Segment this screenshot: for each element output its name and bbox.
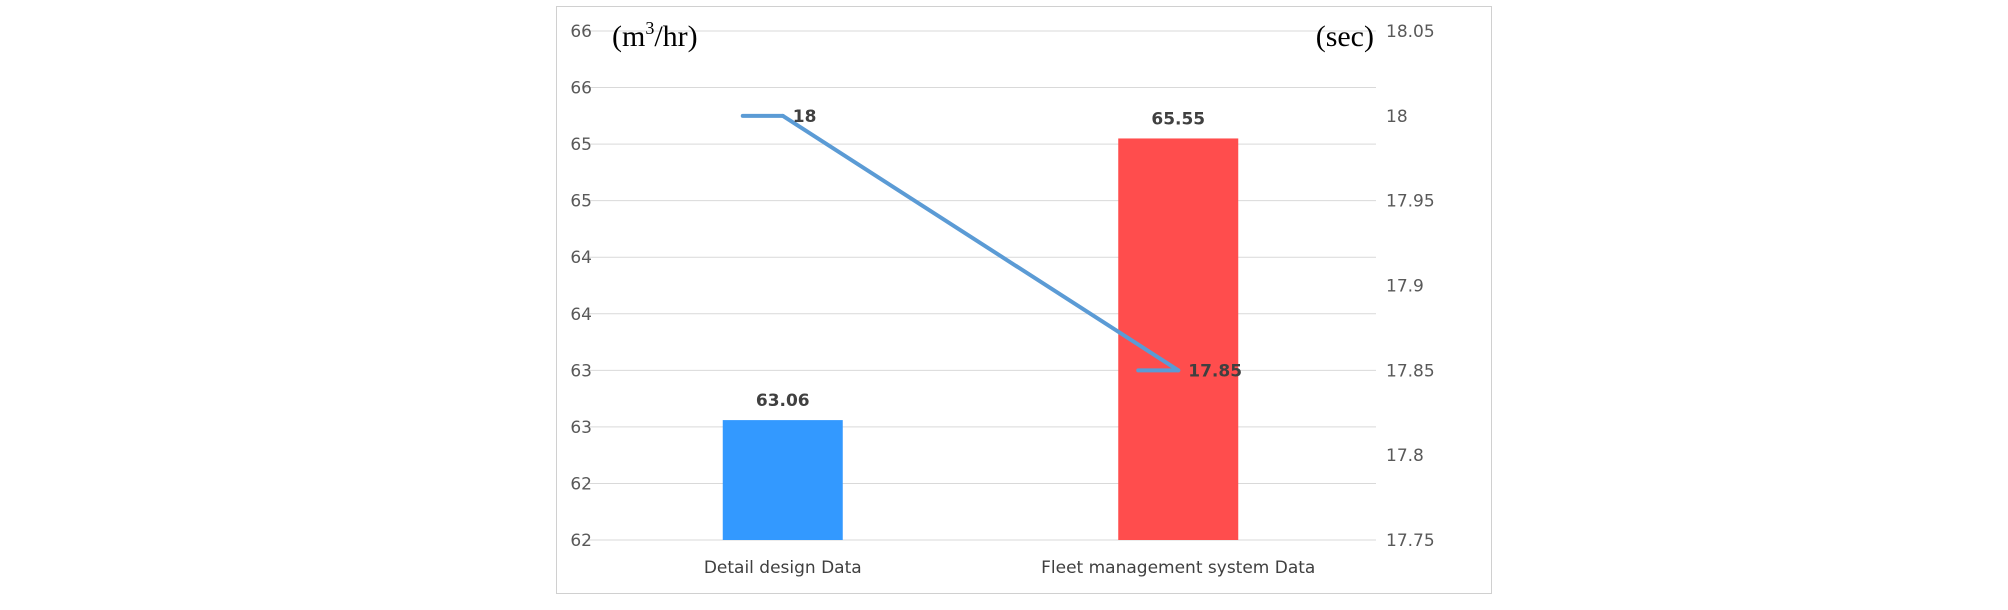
category-label: Detail design Data — [704, 558, 862, 578]
left-axis-ticks: 62 62 63 63 64 64 65 65 66 66 — [570, 22, 592, 551]
left-axis-tick-label: 66 — [570, 79, 592, 99]
line-path — [740, 113, 1181, 373]
left-axis-tick-label: 63 — [570, 361, 592, 381]
bar-value-label: 65.55 — [1151, 109, 1205, 129]
left-axis-tick-label: 64 — [570, 248, 592, 268]
right-axis-tick-label: 18 — [1386, 107, 1408, 127]
gridlines — [585, 30, 1376, 541]
bar — [722, 420, 843, 540]
bar-series — [722, 138, 1239, 540]
left-axis-tick-label: 64 — [570, 305, 592, 325]
left-axis-tick-label: 62 — [570, 474, 592, 494]
left-axis-tick-label: 66 — [570, 22, 592, 42]
left-axis-tick-label: 65 — [570, 192, 592, 212]
left-axis-tick-label: 63 — [570, 418, 592, 438]
right-axis-tick-label: 17.75 — [1386, 531, 1435, 551]
line-point — [1176, 368, 1181, 373]
category-label: Fleet management system Data — [1041, 558, 1315, 578]
right-axis-tick-label: 17.9 — [1386, 277, 1424, 297]
left-axis-tick-label: 65 — [570, 135, 592, 155]
line-point — [780, 113, 785, 118]
category-labels: Detail design Data Fleet management syste… — [704, 558, 1316, 578]
bar — [1118, 138, 1239, 540]
line-value-label: 17.85 — [1188, 361, 1242, 381]
bar-value-label: 63.06 — [756, 391, 810, 411]
right-axis-unit-label: (sec) — [1316, 20, 1374, 53]
line-series — [740, 113, 1181, 373]
right-axis-tick-label: 17.95 — [1386, 192, 1435, 212]
data-labels: 63.06 65.55 18 17.85 — [756, 107, 1242, 411]
left-axis-unit-label: (m3/hr) — [612, 18, 698, 53]
chart-frame — [556, 6, 1492, 594]
left-axis-tick-label: 62 — [570, 531, 592, 551]
right-axis-tick-label: 17.85 — [1386, 361, 1435, 381]
line-value-label: 18 — [793, 107, 817, 127]
right-axis-ticks: 17.75 17.8 17.85 17.9 17.95 18 18.05 — [1386, 22, 1435, 551]
right-axis-tick-label: 17.8 — [1386, 446, 1424, 466]
right-axis-tick-label: 18.05 — [1386, 22, 1435, 42]
